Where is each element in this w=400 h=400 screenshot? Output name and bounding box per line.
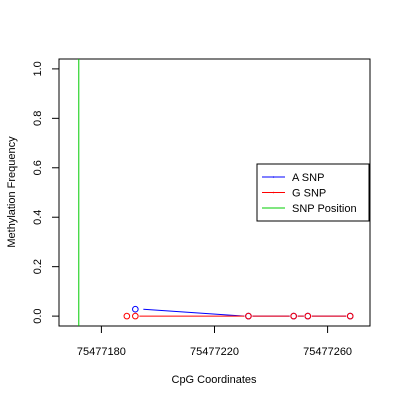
y-tick-label: 0.4 <box>32 210 44 225</box>
legend-label: G SNP <box>292 188 326 200</box>
data-point <box>290 312 297 320</box>
data-point <box>123 312 131 320</box>
legend: A SNP G SNP SNP Position <box>256 163 370 222</box>
y-tick-label: 0.6 <box>32 160 44 175</box>
y-axis-label: Methylation Frequency <box>6 136 18 248</box>
legend-marker <box>272 191 275 194</box>
legend-label: A SNP <box>292 172 324 184</box>
series-segment <box>143 308 245 317</box>
legend-marker <box>272 176 275 178</box>
y-tick-label: 1.0 <box>32 61 44 76</box>
y-axis: 0.0 0.2 0.4 0.6 0.8 1.0 <box>32 61 60 324</box>
x-axis: 75477180 75477220 75477260 <box>77 325 352 358</box>
data-point <box>132 312 139 320</box>
series-layer <box>123 305 354 320</box>
data-point <box>245 312 252 320</box>
x-axis-label: CpG Coordinates <box>172 374 257 386</box>
legend-label: SNP Position <box>292 203 357 215</box>
y-tick-label: 0.0 <box>32 308 44 323</box>
x-tick-label: 75477180 <box>77 346 126 358</box>
y-tick-label: 0.8 <box>32 111 44 126</box>
x-tick-label: 75477220 <box>190 346 239 358</box>
x-tick-label: 75477260 <box>303 346 352 358</box>
data-point <box>132 305 139 313</box>
y-tick-label: 0.2 <box>32 259 44 274</box>
data-point <box>304 312 312 320</box>
data-point <box>346 312 354 320</box>
